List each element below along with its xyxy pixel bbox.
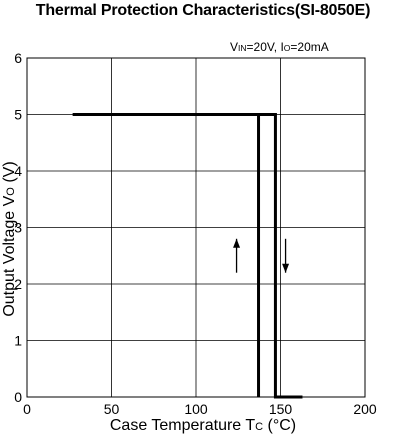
y-tick-label: 1 bbox=[14, 333, 22, 349]
y-tick-label: 2 bbox=[14, 276, 22, 292]
y-tick-label: 0 bbox=[14, 389, 22, 405]
y-tick-label: 3 bbox=[14, 220, 22, 236]
y-tick-label: 4 bbox=[14, 163, 22, 179]
series-line bbox=[72, 113, 261, 397]
y-axis-label: Output Voltage VO (V) bbox=[1, 161, 18, 317]
x-tick-label: 150 bbox=[269, 401, 293, 417]
x-tick-label: 0 bbox=[23, 401, 31, 417]
arrow-head-down bbox=[282, 263, 290, 273]
x-axis-label: Case Temperature TC (°C) bbox=[109, 417, 297, 434]
chart-title: Thermal Protection Characteristics(SI-80… bbox=[35, 2, 371, 19]
x-tick-label: 50 bbox=[104, 401, 120, 417]
x-tick-label: 200 bbox=[353, 401, 377, 417]
series-line bbox=[258, 113, 303, 399]
test-conditions: VIN=20V, IO=20mA bbox=[230, 40, 329, 54]
arrow-head-up bbox=[233, 238, 241, 248]
y-tick-label: 5 bbox=[14, 107, 22, 123]
plot-frame bbox=[26, 57, 366, 398]
x-tick-label: 100 bbox=[184, 401, 208, 417]
y-tick-label: 6 bbox=[14, 50, 22, 66]
